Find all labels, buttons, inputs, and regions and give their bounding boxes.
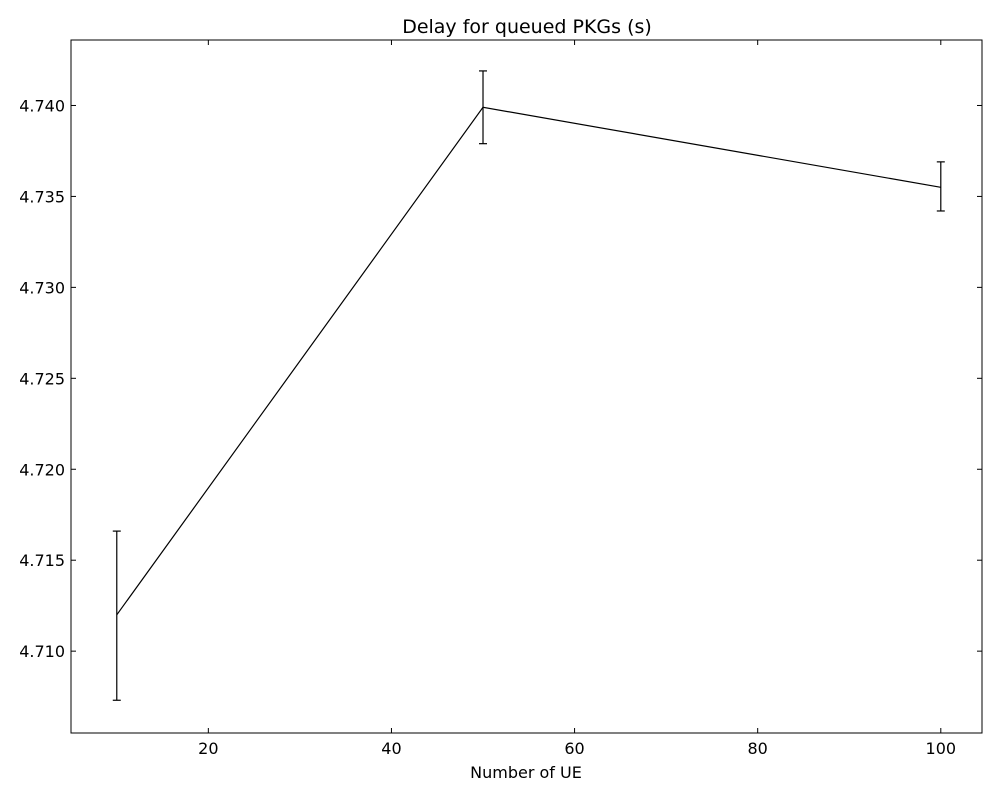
y-tick-label: 4.710: [19, 642, 65, 661]
y-tick-label: 4.735: [19, 187, 65, 206]
y-tick-label: 4.725: [19, 369, 65, 388]
y-tick-label: 4.740: [19, 96, 65, 115]
x-tick-label: 100: [926, 739, 957, 758]
x-tick-label: 60: [564, 739, 584, 758]
chart-title: Delay for queued PKGs (s): [402, 16, 652, 38]
x-tick-label: 20: [198, 739, 218, 758]
y-tick-label: 4.715: [19, 551, 65, 570]
plot-area: 20 40 60 80 100 4.710 4.715 4.720 4.725 4.730 4.73…: [19, 39, 983, 758]
x-tick-label: 40: [381, 739, 401, 758]
y-tick-label: 4.720: [19, 460, 65, 479]
series-line: [116, 106, 941, 616]
plot-frame: [70, 39, 983, 734]
y-tick-label: 4.730: [19, 278, 65, 297]
x-tick-label: 80: [748, 739, 768, 758]
x-axis-label: Number of UE: [470, 763, 582, 782]
